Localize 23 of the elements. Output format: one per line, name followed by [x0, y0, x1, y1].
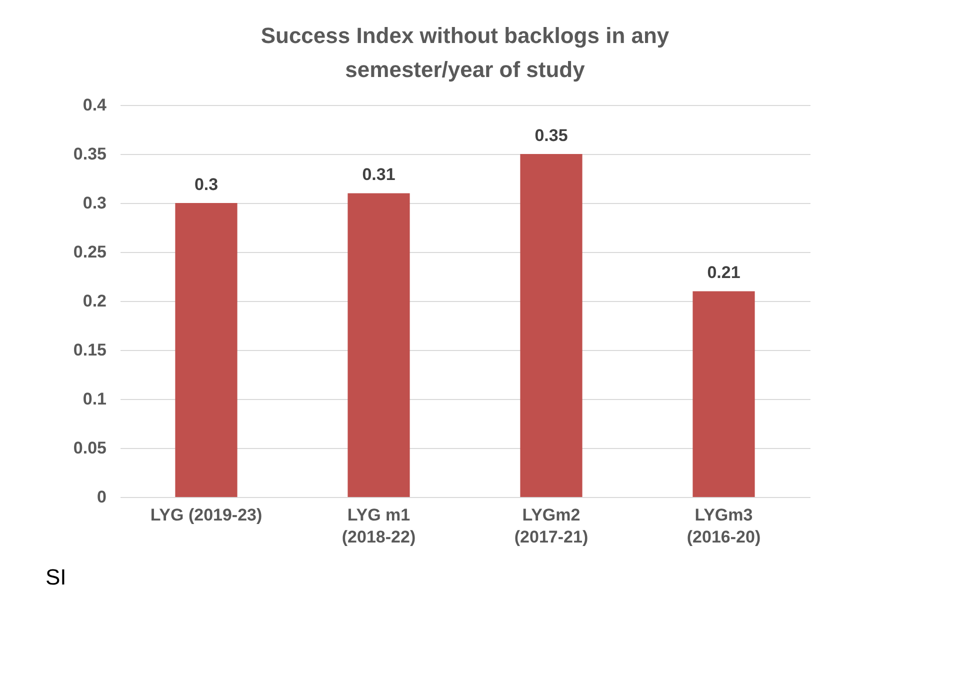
y-tick-label: 0.05 — [73, 438, 106, 458]
y-tick-label: 0.35 — [73, 144, 106, 164]
data-label: 0.35 — [534, 126, 568, 145]
y-tick-label: 0.1 — [82, 390, 106, 408]
data-label: 0.3 — [194, 175, 218, 194]
x-tick-label: LYGm2 (2017-21) — [514, 506, 588, 546]
bar — [520, 154, 582, 497]
y-tick-label: 0.2 — [82, 292, 106, 310]
chart-title: Success Index without backlogs in any semester/year of study — [260, 23, 670, 82]
data-label: 0.31 — [362, 165, 396, 184]
y-tick-label: 0.4 — [82, 96, 108, 114]
x-tick-label: LYG m1 (2018-22) — [342, 506, 416, 546]
y-tick-label: 0.15 — [73, 340, 106, 360]
bar — [348, 193, 410, 497]
bar — [175, 203, 238, 497]
y-tick-label: 0.3 — [82, 194, 106, 212]
y-tick-label: 0.25 — [73, 242, 106, 262]
data-label: 0.21 — [707, 263, 740, 282]
x-tick-label: LYGm3 (2016-20) — [686, 506, 761, 546]
x-tick-label: LYG (2019-23) — [150, 506, 262, 524]
x-axis-title: SI — [46, 564, 66, 590]
y-tick-label: 0 — [97, 488, 106, 506]
bar — [692, 291, 755, 497]
